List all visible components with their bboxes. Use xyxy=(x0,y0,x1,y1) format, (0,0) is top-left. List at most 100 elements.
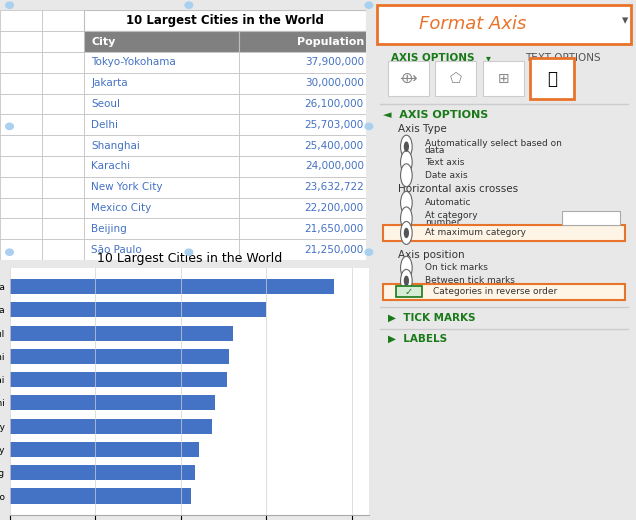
FancyBboxPatch shape xyxy=(383,225,625,241)
Bar xyxy=(42,177,84,198)
Text: Automatically select based on: Automatically select based on xyxy=(425,139,562,148)
Bar xyxy=(42,114,84,135)
Text: New York City: New York City xyxy=(92,182,163,192)
Bar xyxy=(0,114,42,135)
Text: Date axis: Date axis xyxy=(425,171,467,180)
Bar xyxy=(84,198,239,218)
Bar xyxy=(42,218,84,239)
Bar xyxy=(239,94,366,114)
Bar xyxy=(84,31,239,52)
Bar xyxy=(0,31,42,52)
Text: 22,200,000: 22,200,000 xyxy=(305,203,364,213)
Text: São Paulo: São Paulo xyxy=(92,244,142,255)
Text: ⬠: ⬠ xyxy=(450,72,462,85)
Text: At category: At category xyxy=(425,211,478,220)
Bar xyxy=(42,198,84,218)
Text: Between tick marks: Between tick marks xyxy=(425,276,515,285)
Text: TEXT OPTIONS: TEXT OPTIONS xyxy=(525,53,601,63)
Text: At maximum category: At maximum category xyxy=(425,228,526,238)
Circle shape xyxy=(401,269,412,292)
Circle shape xyxy=(401,191,412,214)
Circle shape xyxy=(404,228,409,238)
Bar xyxy=(84,177,239,198)
Text: ⟴: ⟴ xyxy=(399,71,417,86)
Bar xyxy=(84,73,239,94)
Text: 25,400,000: 25,400,000 xyxy=(305,140,364,151)
Text: Categories in reverse order: Categories in reverse order xyxy=(432,287,557,296)
Text: 26,100,000: 26,100,000 xyxy=(305,99,364,109)
Bar xyxy=(10,349,230,364)
Text: 37,900,000: 37,900,000 xyxy=(305,57,364,68)
Text: 21,650,000: 21,650,000 xyxy=(305,224,364,234)
Bar xyxy=(239,239,366,260)
Bar xyxy=(84,52,239,73)
Bar xyxy=(84,239,239,260)
Text: City: City xyxy=(92,36,116,47)
Text: ▾: ▾ xyxy=(485,53,490,63)
Text: Text axis: Text axis xyxy=(425,158,464,167)
Bar xyxy=(10,465,195,480)
Text: 23,632,722: 23,632,722 xyxy=(304,182,364,192)
Bar xyxy=(10,419,212,434)
Bar xyxy=(84,114,239,135)
Circle shape xyxy=(401,207,412,230)
Text: Shanghai: Shanghai xyxy=(92,140,141,151)
Text: 21,250,000: 21,250,000 xyxy=(305,244,364,255)
Bar xyxy=(0,135,42,156)
Text: ⊞: ⊞ xyxy=(497,72,509,85)
Circle shape xyxy=(404,141,409,152)
Bar xyxy=(239,73,366,94)
FancyBboxPatch shape xyxy=(436,61,476,96)
FancyBboxPatch shape xyxy=(383,284,625,300)
FancyBboxPatch shape xyxy=(562,211,620,225)
Text: 10 Largest Cities in the World: 10 Largest Cities in the World xyxy=(126,14,324,27)
FancyBboxPatch shape xyxy=(396,286,422,297)
Text: ✓: ✓ xyxy=(405,287,413,297)
Text: Axis position: Axis position xyxy=(398,250,465,260)
Bar xyxy=(42,73,84,94)
Bar xyxy=(0,94,42,114)
Bar xyxy=(0,52,42,73)
Text: 30,000,000: 30,000,000 xyxy=(305,78,364,88)
Bar xyxy=(0,218,42,239)
Text: 10: 10 xyxy=(585,213,597,223)
Text: AXIS OPTIONS: AXIS OPTIONS xyxy=(391,53,474,63)
Bar xyxy=(239,114,366,135)
Bar xyxy=(10,395,215,410)
Text: number: number xyxy=(425,218,460,227)
Text: Population: Population xyxy=(296,36,364,47)
Bar xyxy=(10,279,334,294)
Bar xyxy=(0,239,42,260)
Bar xyxy=(42,156,84,177)
Text: On tick marks: On tick marks xyxy=(425,263,488,272)
Bar xyxy=(0,10,42,31)
Bar xyxy=(239,52,366,73)
Text: Axis Type: Axis Type xyxy=(398,124,447,134)
Text: ▶  LABELS: ▶ LABELS xyxy=(388,334,447,344)
Bar xyxy=(0,198,42,218)
Bar xyxy=(239,156,366,177)
Bar xyxy=(239,218,366,239)
Bar xyxy=(0,73,42,94)
Text: Format Axis: Format Axis xyxy=(418,16,526,33)
Bar xyxy=(84,135,239,156)
Circle shape xyxy=(401,135,412,158)
Bar xyxy=(10,302,266,317)
Text: Seoul: Seoul xyxy=(92,99,120,109)
Title: 10 Largest Cities in the World: 10 Largest Cities in the World xyxy=(97,252,282,265)
Bar xyxy=(84,218,239,239)
Text: 24,000,000: 24,000,000 xyxy=(305,161,364,172)
Bar xyxy=(84,10,366,31)
Text: Tokyo-Yokohama: Tokyo-Yokohama xyxy=(92,57,176,68)
Text: Jakarta: Jakarta xyxy=(92,78,128,88)
Text: Mexico City: Mexico City xyxy=(92,203,151,213)
Bar xyxy=(0,156,42,177)
Bar xyxy=(84,94,239,114)
Text: ◄  AXIS OPTIONS: ◄ AXIS OPTIONS xyxy=(383,110,488,121)
Text: data: data xyxy=(425,146,445,155)
Bar xyxy=(84,156,239,177)
Bar xyxy=(239,177,366,198)
Bar xyxy=(10,488,191,503)
FancyBboxPatch shape xyxy=(530,58,574,99)
Circle shape xyxy=(401,256,412,279)
